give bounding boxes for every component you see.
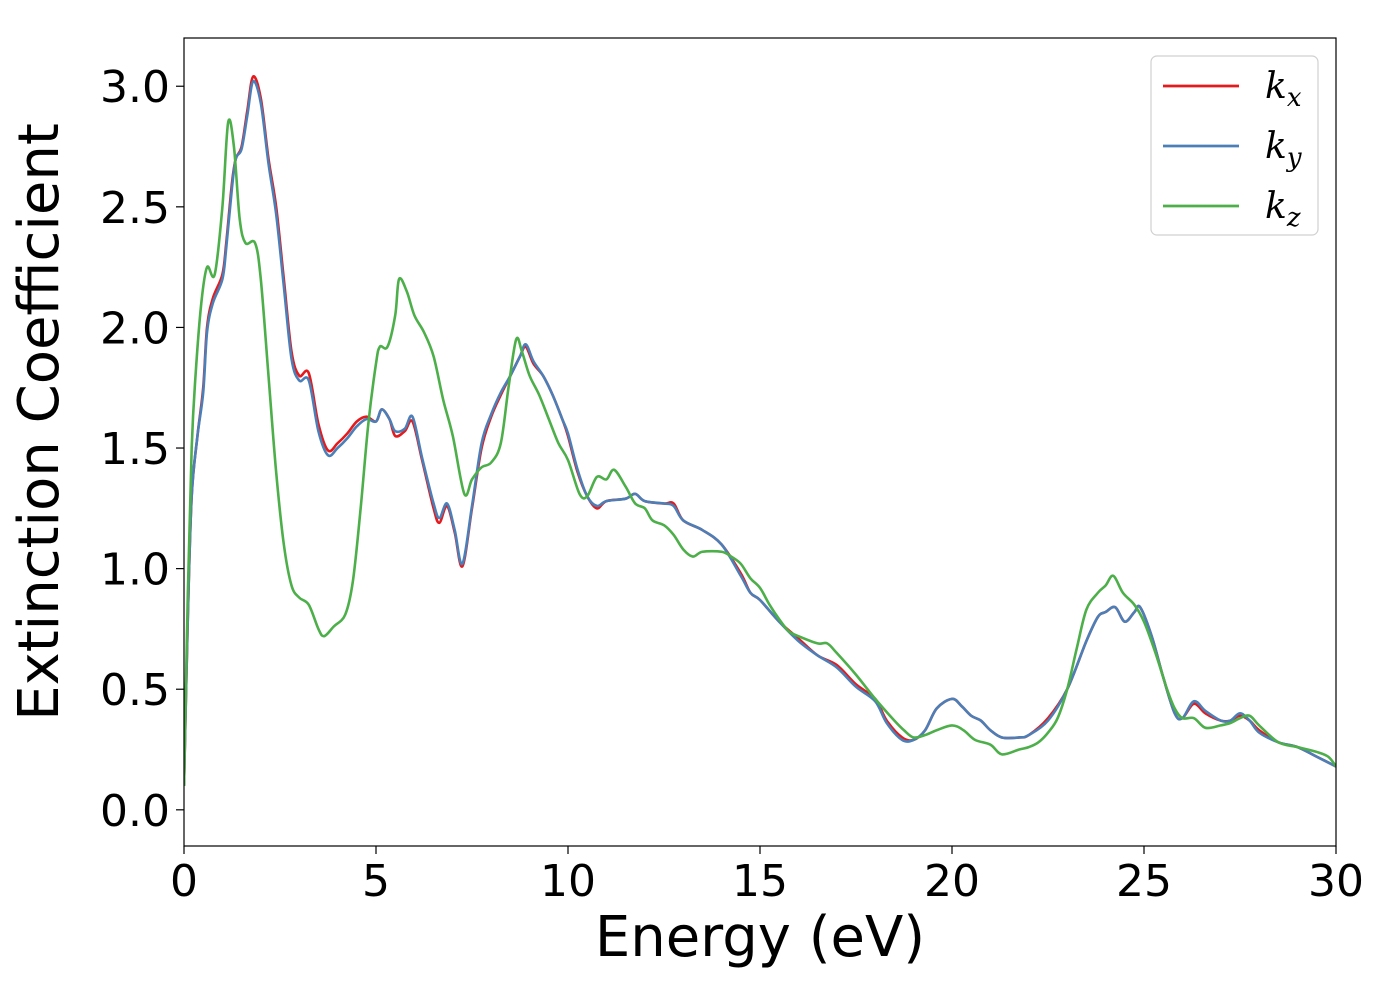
legend-symbol: k — [1265, 126, 1287, 167]
legend-symbol: k — [1265, 66, 1287, 107]
legend-entry-kx: kx — [1265, 66, 1302, 113]
legend-subscript: z — [1286, 203, 1301, 233]
legend-subscript: x — [1287, 83, 1302, 113]
x-axis: 0 5 10 15 20 25 30 — [170, 846, 1364, 907]
y-axis: 0.0 0.5 1.0 1.5 2.0 2.5 3.0 — [100, 62, 184, 837]
x-tick-label: 0 — [170, 856, 198, 907]
series-group — [184, 75, 1336, 786]
y-tick-label: 2.5 — [100, 183, 170, 234]
y-tick-label: 1.0 — [100, 545, 170, 596]
x-tick-label: 15 — [732, 856, 788, 907]
x-tick-label: 30 — [1308, 856, 1364, 907]
x-axis-label: Energy (eV) — [595, 905, 925, 970]
y-tick-label: 1.5 — [100, 424, 170, 475]
y-tick-label: 2.0 — [100, 303, 170, 354]
y-tick-label: 0.0 — [100, 786, 170, 837]
x-tick-label: 20 — [924, 856, 980, 907]
x-tick-label: 5 — [362, 856, 390, 907]
y-tick-label: 0.5 — [100, 665, 170, 716]
legend-entry-ky: ky — [1265, 126, 1302, 173]
series-line-ky — [184, 79, 1336, 786]
y-tick-label: 3.0 — [100, 62, 170, 113]
series-line-kz — [184, 118, 1336, 786]
plot-area — [183, 37, 1337, 847]
x-tick-label: 10 — [540, 856, 596, 907]
x-tick-label: 25 — [1116, 856, 1172, 907]
y-axis-label: Extinction Coefficient — [7, 123, 72, 721]
legend-subscript: y — [1286, 143, 1302, 173]
legend-symbol: k — [1265, 186, 1287, 227]
legend-entry-kz: kz — [1265, 186, 1301, 233]
